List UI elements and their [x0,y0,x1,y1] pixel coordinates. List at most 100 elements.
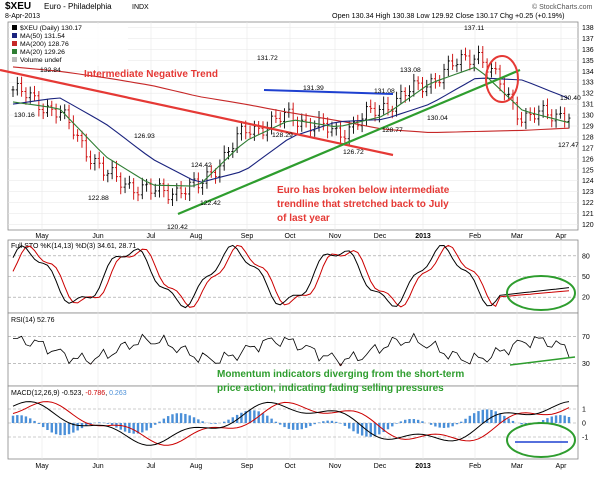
macd-hist-bar [348,423,350,429]
x-tick-label-bottom: Sep [241,463,254,470]
x-tick-label: Nov [329,233,342,240]
macd-hist-bar [391,423,393,426]
macd-hist-bar [438,423,440,428]
macd-hist-bar [370,423,372,437]
price-label: 132.84 [40,67,61,74]
x-tick-label: Feb [469,233,481,240]
x-tick-label-bottom: Oct [285,463,296,470]
sto-tick-label: 80 [582,253,590,260]
price-label: 133.08 [400,67,421,74]
macd-hist-bar [176,413,178,423]
legend-swatch-ma50 [12,33,17,38]
macd-hist-bar [59,423,61,435]
macd-hist-bar [279,423,281,425]
macd-hist-bar [249,410,251,423]
macd-hist-bar [189,415,191,423]
macd-hist-bar [98,422,100,423]
macd-hist-bar [270,419,272,423]
macd-hist-bar [482,410,484,423]
legend-swatch-price [12,25,17,30]
macd-hist-bar [158,422,160,423]
price-label: 131.08 [374,88,395,95]
momentum-annotation-line2: price action, indicating fading selling … [217,383,444,394]
macd-hist-bar [292,423,294,430]
macd-hist-bar [559,415,561,423]
symbol-title: $XEU [5,1,31,12]
macd-hist-bar [331,421,333,423]
x-tick-label-bottom: Jul [147,463,156,470]
x-tick-label-bottom: Feb [469,463,481,470]
macd-hist-bar [120,423,122,430]
macd-hist-bar [563,416,565,423]
negative-trend-annotation: Intermediate Negative Trend [84,69,218,80]
macd-hist-bar [361,423,363,436]
x-tick-label-bottom: Mar [511,463,524,470]
macd-hist-bar [163,419,165,423]
macd-hist-bar [499,413,501,423]
macd-hist-bar [253,410,255,423]
macd-hist-bar [288,423,290,429]
price-tick-label: 138 [582,25,594,32]
macd-hist-bar [378,423,380,434]
price-label: 130.16 [14,112,35,119]
macd-hist-bar [227,420,229,423]
macd-hist-bar [520,423,522,424]
price-label: 130.40 [560,95,581,102]
macd-hist-bar [33,421,35,423]
price-label: 124.42 [191,162,212,169]
x-tick-label: May [35,233,49,240]
macd-hist-bar [46,423,48,430]
macd-hist-bar [344,423,346,426]
price-label: 131.72 [257,55,278,62]
x-tick-label: Jun [92,233,103,240]
x-tick-label: Jul [147,233,156,240]
macd-tick-label: 1 [582,407,586,414]
macd-hist-bar [322,421,324,423]
price-tick-label: 137 [582,36,594,43]
price-label: 126.72 [343,149,364,156]
macd-hist-bar [477,411,479,423]
price-tick-label: 123 [582,189,594,196]
macd-hist-bar [314,423,316,424]
macd-hist-bar [197,419,199,423]
sto-tick-label: 50 [582,274,590,281]
price-tick-label: 134 [582,69,594,76]
price-label: 137.11 [464,25,485,32]
ohlc-readout: Open 130.34 High 130.38 Low 129.92 Close… [332,11,565,20]
price-tick-label: 133 [582,80,594,87]
macd-hist-bar [456,423,458,424]
price-label: 122.42 [200,200,221,207]
macd-hist-bar [150,423,152,428]
macd-hist-bar [387,423,389,429]
price-tick-label: 135 [582,58,594,65]
macd-hist-bar [12,416,14,423]
macd-hist-bar [20,415,22,423]
price-tick-label: 127 [582,145,594,152]
x-tick-label: Apr [556,233,568,240]
macd-hist-bar [318,422,320,423]
macd-hist-bar [296,423,298,430]
macd-hist-bar [309,423,311,426]
price-tick-label: 136 [582,47,594,54]
macd-hist-bar [262,413,264,423]
macd-hist-bar [184,414,186,423]
macd-hist-bar [512,421,514,423]
macd-hist-bar [201,421,203,423]
price-tick-label: 128 [582,134,594,141]
macd-hist-bar [240,413,242,423]
macd-hist-bar [301,423,303,429]
price-label: 130.04 [427,115,448,122]
legend: $XEU (Daily) 130.17 MA(50) 131.54 MA(200… [10,24,128,66]
x-tick-label: Mar [511,233,524,240]
legend-ma50: MA(50) 131.54 [20,33,65,40]
legend-volume: Volume undef [20,57,62,64]
macd-title: MACD(12,26,9) -0.523, -0.786, 0.263 [11,390,127,397]
price-axis: 1201211221231241251261271281291301311321… [582,25,594,229]
macd-hist-bar [210,423,212,424]
macd-hist-bar [214,423,216,424]
price-tick-label: 126 [582,156,594,163]
macd-hist-bar [430,423,432,425]
